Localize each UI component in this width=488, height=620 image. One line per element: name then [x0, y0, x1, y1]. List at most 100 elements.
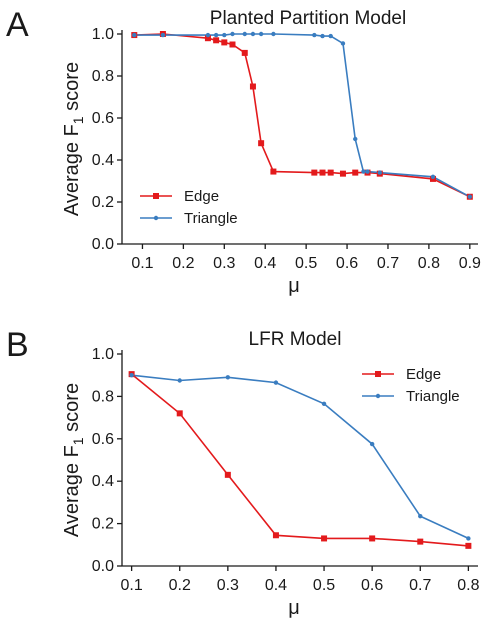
data-point-edge — [321, 535, 328, 542]
x-tick-label: 0.2 — [172, 255, 194, 272]
panel-b: B LFR Model 0.00.20.40.60.81.00.1 0.2 0.3 0… — [6, 326, 480, 619]
data-point-edge — [311, 169, 318, 176]
x-tick-label: 0.3 — [213, 255, 235, 272]
data-point-triangle — [222, 32, 227, 38]
data-point-triangle — [312, 32, 317, 38]
data-point-triangle — [365, 169, 370, 174]
data-point-triangle — [258, 31, 264, 37]
data-point-edge — [339, 170, 346, 177]
x-tick-label: 0.8 — [418, 255, 440, 272]
data-point-edge — [176, 410, 183, 417]
data-point-triangle — [273, 380, 279, 385]
data-point-edge — [465, 542, 472, 549]
data-point-triangle — [242, 31, 247, 37]
x-tick-label: 0.7 — [377, 255, 399, 272]
x-tick-label: 0.4 — [254, 255, 276, 272]
data-point-edge — [221, 39, 228, 46]
x-tick-label: 0.9 — [459, 255, 481, 272]
data-point-triangle — [466, 536, 471, 541]
data-point-edge — [213, 37, 220, 44]
series-line-triangle — [131, 374, 469, 540]
x-tick-label: 0.5 — [313, 577, 335, 594]
x-tick-label: 0.5 — [295, 255, 317, 272]
legend-swatch-marker — [375, 371, 381, 377]
y-tick-label: 0.4 — [92, 473, 114, 490]
y-tick-label: 0.2 — [92, 194, 114, 211]
data-point-triangle — [160, 32, 166, 38]
y-tick-label: 0.0 — [92, 236, 114, 253]
data-point-triangle — [271, 31, 276, 37]
data-point-edge — [417, 538, 424, 545]
chart-title: Planted Partition Model — [210, 8, 406, 29]
y-tick-label: 0.6 — [92, 110, 114, 127]
panel-a: A Planted Partition Model 0.00.20.40.60.… — [6, 6, 481, 297]
data-point-triangle — [225, 375, 231, 380]
y-tick-label: 1.0 — [92, 26, 114, 43]
y-tick-label: 0.8 — [92, 68, 114, 85]
y-tick-label: 0.0 — [92, 558, 114, 575]
data-point-triangle — [361, 169, 366, 174]
x-tick-label: 0.2 — [169, 577, 191, 594]
data-point-edge — [319, 169, 326, 176]
data-point-triangle — [129, 373, 134, 378]
y-axis-label: Average F1 score — [61, 62, 86, 216]
data-point-edge — [327, 169, 334, 176]
x-tick-label: 0.1 — [120, 577, 142, 594]
data-point-triangle — [467, 194, 473, 199]
data-point-edge — [229, 41, 236, 48]
data-point-triangle — [320, 33, 325, 39]
series-line-edge — [131, 373, 469, 547]
chart-title: LFR Model — [249, 329, 342, 350]
data-point-edge — [270, 168, 277, 175]
x-tick-label: 0.3 — [217, 577, 239, 594]
panel-letter: B — [6, 326, 29, 364]
data-point-triangle — [205, 32, 211, 38]
legend-swatch-marker — [153, 193, 159, 199]
data-point-triangle — [328, 33, 333, 39]
data-point-edge — [204, 35, 211, 42]
y-tick-label: 0.8 — [92, 388, 114, 405]
y-tick-label: 1.0 — [92, 346, 114, 363]
legend-label: Edge — [184, 188, 219, 205]
data-point-triangle — [369, 441, 375, 447]
x-tick-label: 0.6 — [361, 577, 383, 594]
plot-area: 0.0 0.2 0.4 0.6 0.8 1.0 0.1 0.2 0.3 0.4 0.5 0.6 0.7 0… — [61, 346, 480, 619]
legend-swatch-marker — [153, 215, 159, 221]
data-point-edge — [249, 83, 256, 90]
data-point-edge — [272, 532, 279, 539]
data-point-triangle — [213, 32, 219, 38]
data-point-edge — [241, 49, 248, 56]
panel-letter: A — [6, 6, 29, 44]
data-point-triangle — [230, 31, 235, 37]
data-point-edge — [369, 535, 376, 542]
data-point-triangle — [321, 401, 327, 407]
y-tick-label: 0.6 — [92, 431, 114, 448]
x-tick-label: 0.4 — [265, 577, 287, 594]
data-point-edge — [352, 169, 359, 176]
data-point-edge — [224, 471, 231, 478]
plot-area: 0.0 0.2 0.4 0.6 0.8 1.0 0.1 0.2 0.3 0.4 0.5 0.6 0.7 0… — [61, 26, 481, 297]
data-point-triangle — [132, 32, 137, 38]
x-tick-label: 0.1 — [131, 255, 153, 272]
data-point-triangle — [177, 378, 182, 383]
x-axis-label: μ — [288, 275, 300, 297]
data-point-triangle — [353, 136, 358, 142]
x-tick-label: 0.6 — [336, 255, 358, 272]
data-point-triangle — [418, 513, 423, 519]
x-tick-label: 0.8 — [457, 577, 479, 594]
legend-swatch-marker — [375, 393, 381, 399]
series-line-edge — [134, 33, 471, 198]
legend-label: Triangle — [406, 388, 460, 405]
legend-label: Edge — [406, 366, 441, 383]
y-tick-label: 0.4 — [92, 152, 114, 169]
y-axis-label: Average F1 score — [61, 383, 86, 537]
x-tick-label: 0.7 — [409, 577, 431, 594]
legend-label: Triangle — [184, 210, 238, 227]
data-point-edge — [258, 140, 265, 147]
data-point-triangle — [430, 174, 436, 179]
data-point-triangle — [340, 41, 346, 46]
data-point-triangle — [377, 170, 382, 175]
x-axis-label: μ — [288, 597, 300, 619]
y-tick-label: 0.2 — [92, 516, 114, 533]
